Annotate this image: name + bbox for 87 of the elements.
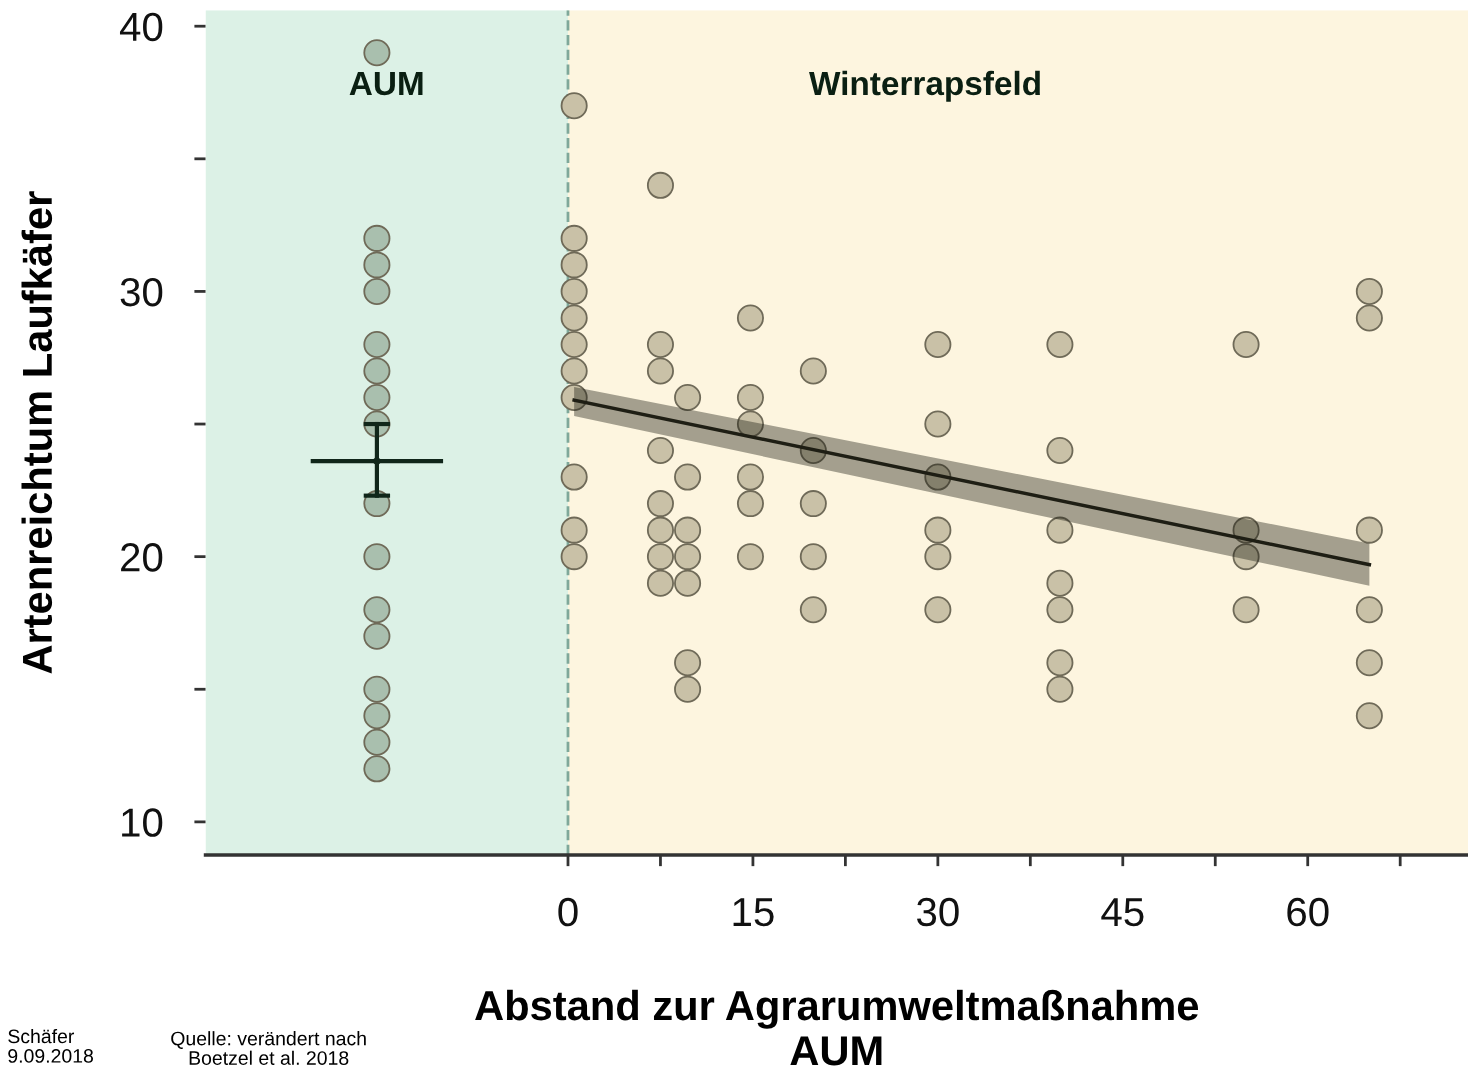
y-tick-label: 10	[122, 808, 163, 837]
point	[736, 543, 764, 571]
point	[363, 755, 391, 783]
point	[560, 357, 588, 385]
point	[646, 171, 674, 199]
point	[924, 410, 952, 438]
point	[646, 357, 674, 385]
point	[1046, 675, 1074, 703]
point	[363, 251, 391, 279]
point	[560, 224, 588, 252]
point	[1355, 516, 1383, 544]
y-tick-label: 40	[119, 12, 163, 42]
x-tick-label: 60	[1287, 897, 1329, 927]
x-tick-label: 45	[1101, 898, 1144, 927]
point	[560, 383, 588, 412]
point	[1046, 596, 1074, 624]
y-tick-label: 30	[120, 277, 163, 307]
y-axis-title: Artenreichtum Laufkäfer	[21, 191, 53, 674]
point	[646, 490, 674, 518]
point	[363, 39, 391, 67]
point	[799, 490, 827, 518]
point	[560, 543, 588, 571]
point	[736, 490, 764, 518]
point	[674, 569, 702, 597]
point	[1046, 649, 1074, 677]
point	[363, 596, 391, 624]
point	[736, 410, 764, 438]
point	[736, 463, 764, 491]
point	[363, 357, 391, 385]
point	[560, 516, 588, 544]
point	[646, 543, 674, 571]
source-note: Quelle: verändert nach Boetzel et al. 2018	[171, 1031, 366, 1065]
text: Schäfer 9.09.2018	[8, 1028, 93, 1063]
point	[1355, 304, 1383, 332]
point	[674, 516, 702, 544]
x-tick-label: 30	[916, 897, 959, 927]
point	[1355, 277, 1383, 305]
point	[363, 330, 391, 358]
point	[924, 543, 952, 571]
point	[674, 675, 702, 703]
x-tick-label: 15	[733, 898, 774, 927]
point	[363, 728, 391, 756]
point	[924, 330, 952, 358]
point	[363, 543, 391, 571]
point	[560, 463, 588, 491]
point	[799, 596, 827, 624]
point	[1355, 649, 1383, 677]
point	[646, 569, 674, 597]
point	[560, 304, 588, 332]
point	[363, 224, 391, 252]
point	[674, 463, 702, 491]
x-axis-title: Abstand zur Agrarumweltmaßnahme AUM	[475, 989, 1199, 1066]
point	[1232, 330, 1260, 358]
point	[560, 92, 588, 120]
point	[799, 543, 827, 571]
point	[1232, 596, 1260, 624]
point	[736, 383, 764, 412]
band-label: Winterrapsfeld	[809, 70, 1040, 102]
point	[363, 277, 391, 305]
band-label: AUM	[349, 72, 423, 96]
y-tick-label: 20	[121, 543, 163, 572]
point	[924, 516, 952, 544]
point	[363, 675, 391, 703]
point	[646, 437, 674, 465]
point	[799, 357, 827, 385]
point	[363, 622, 391, 650]
point	[560, 251, 588, 279]
point	[674, 383, 702, 412]
point	[646, 516, 674, 544]
point	[1355, 702, 1383, 730]
point	[1046, 437, 1074, 465]
point	[674, 649, 702, 677]
point	[1046, 516, 1074, 544]
point	[736, 304, 764, 332]
point	[674, 543, 702, 571]
x-tick-label: 0	[558, 897, 578, 927]
point	[1046, 569, 1074, 597]
point	[560, 330, 588, 358]
point	[646, 330, 674, 358]
point	[1355, 596, 1383, 624]
point	[924, 596, 952, 624]
point	[560, 277, 588, 305]
point	[1232, 543, 1260, 571]
point	[373, 457, 381, 465]
point	[363, 702, 391, 730]
point	[1046, 330, 1074, 358]
point	[363, 383, 391, 412]
